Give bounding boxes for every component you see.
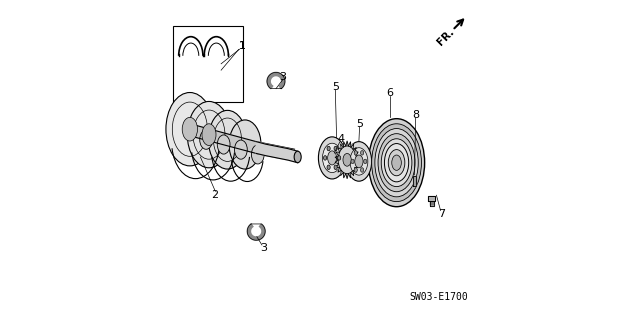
Polygon shape (428, 196, 435, 201)
Text: 5: 5 (356, 119, 363, 129)
Ellipse shape (234, 140, 247, 159)
Polygon shape (256, 142, 298, 163)
Polygon shape (430, 201, 434, 206)
Ellipse shape (360, 151, 364, 155)
Text: 5: 5 (332, 82, 339, 92)
Ellipse shape (200, 130, 212, 149)
Ellipse shape (323, 156, 326, 160)
Ellipse shape (378, 134, 415, 192)
Ellipse shape (294, 151, 301, 163)
Text: 6: 6 (386, 87, 393, 98)
Ellipse shape (369, 119, 424, 207)
Ellipse shape (328, 151, 337, 165)
Polygon shape (247, 224, 265, 240)
Ellipse shape (375, 129, 419, 197)
Polygon shape (188, 123, 294, 161)
Ellipse shape (166, 93, 214, 166)
Ellipse shape (323, 143, 342, 173)
Ellipse shape (392, 155, 401, 170)
FancyBboxPatch shape (173, 26, 243, 102)
Ellipse shape (372, 124, 422, 202)
Ellipse shape (381, 139, 412, 187)
Ellipse shape (338, 146, 356, 174)
Ellipse shape (350, 148, 368, 175)
Ellipse shape (229, 120, 261, 169)
Ellipse shape (334, 146, 337, 151)
Text: 3: 3 (279, 71, 286, 82)
Ellipse shape (364, 159, 367, 164)
Text: 1: 1 (239, 41, 246, 51)
Ellipse shape (334, 165, 337, 169)
Ellipse shape (327, 165, 330, 169)
Ellipse shape (351, 159, 354, 164)
Ellipse shape (343, 153, 351, 166)
Text: SW03-E1700: SW03-E1700 (410, 292, 468, 302)
Ellipse shape (388, 150, 405, 176)
Ellipse shape (182, 117, 198, 141)
Polygon shape (413, 176, 417, 186)
Ellipse shape (337, 156, 340, 160)
Polygon shape (335, 141, 359, 179)
Ellipse shape (346, 142, 372, 181)
Ellipse shape (354, 151, 357, 155)
Text: 4: 4 (337, 134, 344, 144)
Ellipse shape (327, 146, 330, 151)
Polygon shape (267, 72, 285, 89)
Text: 3: 3 (260, 243, 267, 253)
Text: 8: 8 (412, 110, 419, 120)
Ellipse shape (354, 168, 357, 172)
Ellipse shape (209, 110, 246, 169)
Ellipse shape (319, 137, 346, 179)
Ellipse shape (188, 101, 230, 168)
Text: 1: 1 (239, 41, 245, 51)
Ellipse shape (252, 145, 264, 164)
Text: FR.: FR. (436, 26, 456, 47)
Ellipse shape (202, 124, 216, 145)
Ellipse shape (355, 155, 363, 168)
Ellipse shape (385, 144, 409, 182)
Ellipse shape (218, 135, 230, 154)
Text: 2: 2 (211, 190, 218, 200)
Ellipse shape (360, 168, 364, 172)
Text: 7: 7 (438, 209, 445, 219)
